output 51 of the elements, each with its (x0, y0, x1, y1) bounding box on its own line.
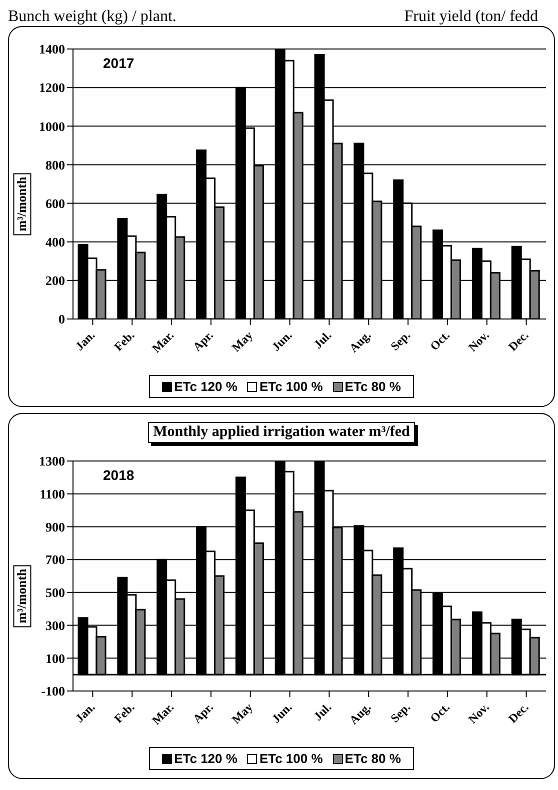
x-tick-label: Mar. (149, 328, 176, 356)
legend-label: ETc 80 % (344, 379, 401, 394)
annotation: 2017 (103, 55, 134, 71)
x-tick-label: Feb. (111, 328, 138, 354)
x-tick-label: Jan. (72, 700, 98, 726)
y-tick-label: 400 (46, 234, 65, 250)
y-tick-label: 500 (46, 585, 65, 600)
x-tick-label: Nov. (466, 700, 492, 726)
chart-title: Monthly applied irrigation water m³/fed (148, 422, 415, 443)
y-tick-label: 1000 (39, 118, 65, 134)
y-tick-label: 1200 (39, 80, 65, 96)
x-tick-label: Dec. (506, 328, 532, 354)
legend-label: ETc 100 % (259, 751, 323, 766)
x-tick-label: Jun. (269, 328, 295, 354)
y-axis-title: m³/month (13, 564, 31, 628)
legend-label: ETc 120 % (174, 751, 238, 766)
x-tick-label: Mar. (149, 700, 176, 728)
y-tick-label: 100 (46, 650, 65, 666)
text: Bunch weight (kg) / plant. (8, 8, 176, 26)
legend-label: ETc 120 % (174, 379, 238, 394)
x-tick-label: Jul. (310, 700, 334, 724)
x-tick-label: Jul. (310, 328, 334, 352)
x-tick-label: Feb. (111, 700, 138, 726)
y-axis-title: m³/month (13, 172, 31, 236)
y-tick-label: 700 (46, 552, 65, 568)
x-tick-label: Aug. (346, 328, 374, 356)
x-tick-label: Jan. (72, 328, 98, 354)
x-tick-label: Oct. (427, 328, 452, 354)
x-tick-label: Jun. (269, 700, 295, 726)
x-tick-label: Sep. (388, 700, 413, 726)
legend-label: ETc 100 % (259, 379, 323, 394)
y-tick-label: 1400 (39, 42, 65, 57)
x-tick-label: Dec. (506, 700, 532, 726)
y-tick-label: 200 (46, 273, 65, 288)
y-tick-label: 300 (46, 618, 65, 633)
y-tick-label: 1100 (40, 486, 65, 502)
y-tick-label: 1300 (39, 454, 65, 469)
legend-label: ETc 80 % (344, 751, 401, 766)
x-tick-label: Oct. (427, 700, 452, 726)
x-tick-label: Apr. (190, 328, 216, 354)
y-tick-label: 900 (46, 519, 65, 534)
annotation: 2018 (103, 467, 134, 483)
text: Fruit yield (ton/ fedd (404, 8, 538, 26)
x-tick-label: Aug. (346, 700, 374, 728)
y-tick-label: 0 (58, 312, 65, 327)
x-tick-label: Nov. (466, 328, 492, 354)
y-tick-label: 600 (46, 196, 65, 211)
x-tick-label: Sep. (388, 328, 413, 354)
x-tick-label: Apr. (190, 700, 216, 726)
y-tick-label: -100 (41, 684, 65, 699)
y-tick-label: 800 (46, 157, 65, 172)
